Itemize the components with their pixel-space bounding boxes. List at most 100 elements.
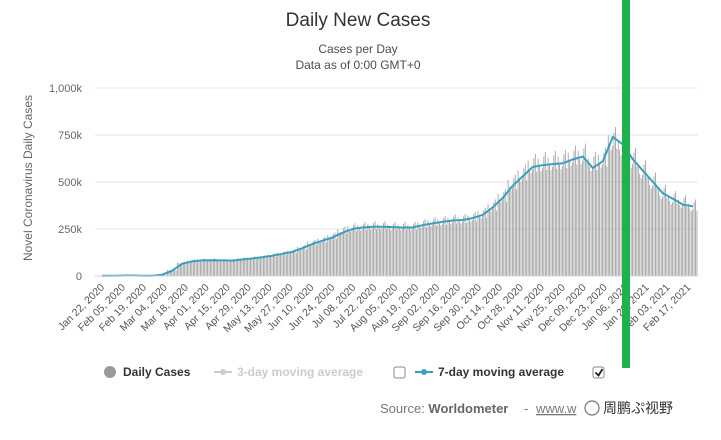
bar-daily-cases — [254, 256, 256, 276]
bar-daily-cases — [589, 166, 591, 276]
bar-daily-cases — [337, 229, 339, 276]
bar-daily-cases — [211, 260, 213, 276]
circle-marker-icon — [220, 369, 226, 375]
bar-daily-cases — [640, 178, 642, 276]
bar-daily-cases — [695, 199, 696, 276]
bar-daily-cases — [277, 252, 279, 276]
bar-daily-cases — [461, 221, 463, 276]
bar-daily-cases — [459, 221, 460, 276]
bar-daily-cases — [181, 263, 183, 276]
bar-daily-cases — [487, 203, 489, 276]
bar-daily-cases — [273, 254, 274, 276]
bar-daily-cases — [360, 230, 362, 276]
bar-daily-cases — [426, 227, 427, 276]
bar-daily-cases — [383, 223, 384, 276]
bar-daily-cases — [449, 221, 450, 276]
bar-daily-cases — [486, 217, 488, 276]
grid-layer — [95, 87, 698, 230]
bar-daily-cases — [393, 223, 394, 276]
bar-daily-cases — [690, 211, 692, 276]
bar-daily-cases — [683, 198, 685, 276]
bar-daily-cases — [398, 228, 400, 276]
legend: Daily Cases 3-day moving average 7-day m… — [104, 365, 605, 379]
bar-daily-cases — [418, 225, 420, 276]
bar-daily-cases — [685, 195, 686, 276]
bar-daily-cases — [377, 224, 379, 276]
bar-daily-cases — [305, 249, 307, 276]
bar-daily-cases — [563, 154, 565, 276]
legend-item-7day-average[interactable]: 7-day moving average — [415, 365, 605, 379]
bar-daily-cases — [208, 260, 210, 276]
bar-daily-cases — [370, 229, 372, 276]
bar-daily-cases — [371, 228, 373, 276]
bar-daily-cases — [210, 261, 211, 276]
bar-daily-cases — [330, 239, 332, 276]
bar-daily-cases — [620, 155, 622, 276]
bar-daily-cases — [500, 202, 502, 276]
bar-daily-cases — [497, 193, 499, 276]
bar-daily-cases — [469, 219, 470, 276]
bar-daily-cases — [401, 228, 403, 276]
bar-daily-cases — [268, 255, 270, 276]
bar-daily-cases — [587, 158, 589, 276]
bar-daily-cases — [590, 171, 592, 276]
legend-item-daily-cases[interactable]: Daily Cases — [104, 365, 191, 379]
y-axis-label: Novel Coronavirus Daily Cases — [21, 95, 35, 261]
bar-daily-cases — [248, 258, 250, 276]
legend-item-3day-average[interactable]: 3-day moving average — [214, 365, 406, 379]
bar-daily-cases — [491, 209, 493, 276]
bar-daily-cases — [407, 224, 409, 276]
bar-daily-cases — [291, 252, 293, 276]
bar-daily-cases — [288, 252, 290, 276]
bar-daily-cases — [673, 194, 675, 276]
bar-daily-cases — [610, 150, 612, 276]
bar-daily-cases — [182, 262, 184, 276]
bar-daily-cases — [647, 178, 649, 276]
bar-daily-cases — [174, 269, 176, 276]
bar-daily-cases — [198, 260, 200, 276]
bar-daily-cases — [356, 230, 357, 276]
bar-daily-cases — [526, 180, 528, 276]
bar-daily-cases — [619, 150, 621, 276]
bar-daily-cases — [536, 171, 538, 276]
bar-daily-cases — [358, 228, 360, 276]
bar-daily-cases — [463, 216, 465, 276]
bar-daily-cases — [271, 256, 273, 276]
bar-daily-cases — [493, 202, 495, 276]
bar-daily-cases — [290, 253, 291, 276]
bar-daily-cases — [477, 211, 479, 276]
watermark-text: 周鹏ぷ视野 — [603, 400, 673, 416]
bar-daily-cases — [280, 255, 281, 276]
bar-daily-cases — [553, 155, 555, 276]
bar-daily-cases — [224, 259, 226, 276]
bar-daily-cases — [489, 208, 490, 276]
bar-daily-cases — [366, 230, 367, 276]
bar-daily-cases — [231, 261, 233, 276]
bar-daily-cases — [411, 228, 413, 276]
line-7day-average — [101, 135, 694, 277]
bar-daily-cases — [353, 225, 354, 276]
bar-daily-cases — [613, 132, 615, 276]
bar-daily-cases — [494, 199, 496, 276]
bar-daily-cases — [396, 229, 397, 276]
bar-daily-cases — [659, 195, 661, 276]
bar-daily-cases — [386, 229, 387, 276]
bar-daily-cases — [357, 225, 359, 276]
bar-daily-cases — [212, 259, 214, 276]
bar-daily-cases — [298, 248, 300, 276]
bar-daily-cases — [413, 223, 415, 276]
y-tick-label: 1,000k — [49, 83, 83, 95]
y-tick-label: 0 — [76, 271, 82, 283]
bar-daily-cases — [232, 259, 234, 276]
bar-daily-cases — [307, 241, 309, 276]
checkbox-icon[interactable] — [393, 366, 406, 379]
bar-daily-cases — [444, 216, 446, 276]
circle-marker-icon — [421, 369, 427, 375]
bar-daily-cases — [660, 199, 662, 276]
bar-daily-cases — [606, 166, 608, 276]
bar-daily-cases — [602, 164, 603, 276]
credits-source: Worldometer — [428, 401, 508, 416]
credits-link[interactable]: www.w — [535, 401, 577, 416]
bar-daily-cases — [609, 144, 611, 276]
